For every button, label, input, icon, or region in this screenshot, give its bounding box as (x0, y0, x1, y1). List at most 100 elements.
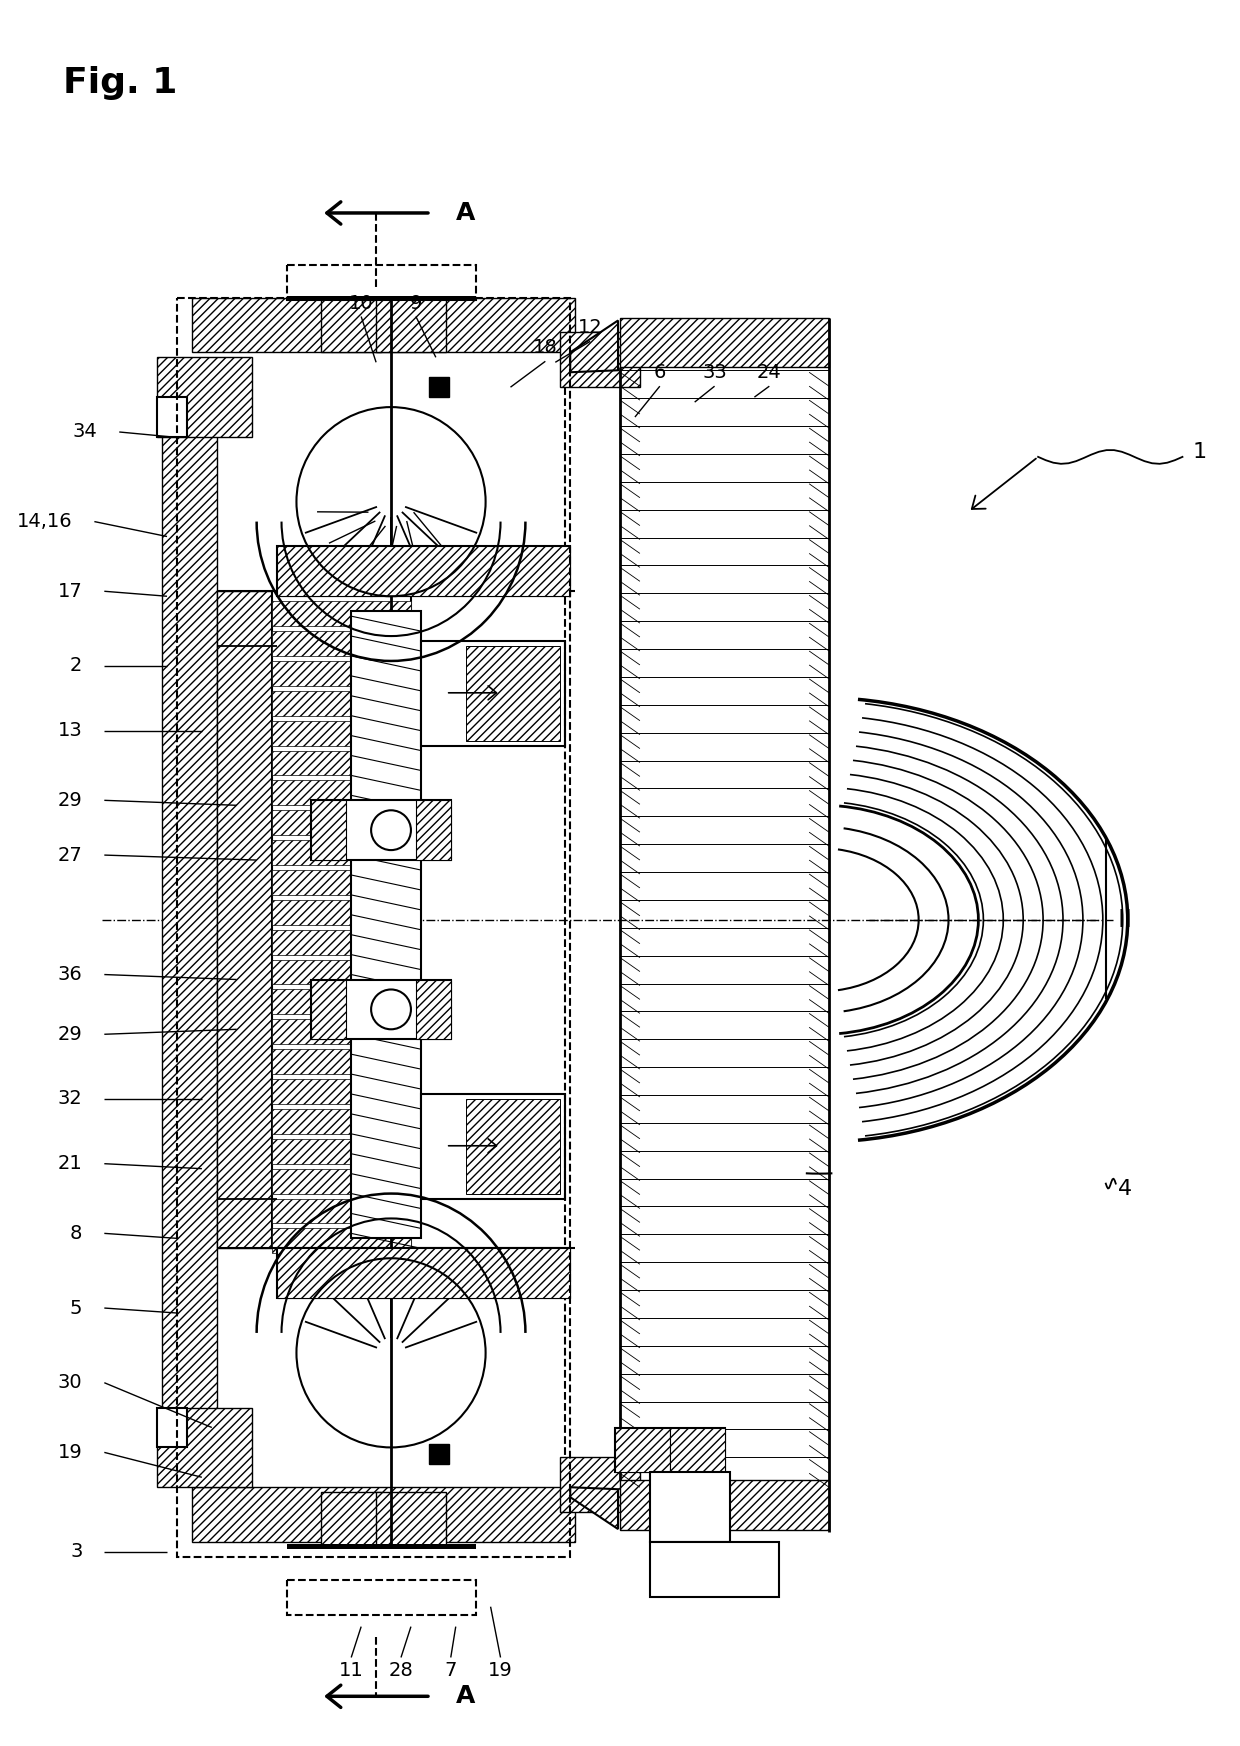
Text: 8: 8 (69, 1224, 82, 1243)
Bar (272, 1138, 410, 1163)
Text: 17: 17 (58, 581, 82, 601)
Bar (162, 417, 217, 1423)
Bar (429, 377, 449, 396)
Bar (286, 265, 476, 300)
Bar (286, 295, 476, 300)
Bar (650, 1472, 729, 1542)
Bar (272, 691, 410, 716)
Bar (420, 1095, 565, 1198)
Bar (272, 899, 410, 925)
Bar (311, 980, 451, 1039)
Bar (272, 1168, 410, 1194)
Bar (272, 1229, 410, 1254)
Text: 4: 4 (1117, 1179, 1132, 1198)
Bar (272, 810, 410, 835)
Bar (277, 546, 570, 595)
Text: 9: 9 (409, 293, 422, 313)
Bar (272, 662, 410, 686)
Bar (192, 297, 575, 353)
Text: 12: 12 (578, 318, 603, 337)
Bar (272, 721, 410, 746)
Bar (272, 592, 410, 1248)
Bar (277, 1248, 570, 1297)
Text: 30: 30 (58, 1372, 82, 1392)
Bar (272, 870, 410, 896)
Bar (157, 358, 252, 436)
Polygon shape (570, 1488, 618, 1529)
Text: 29: 29 (58, 791, 82, 810)
Bar (286, 1580, 476, 1615)
Bar (650, 1542, 779, 1598)
Text: 34: 34 (73, 423, 98, 442)
Bar (311, 800, 346, 861)
Text: A: A (456, 201, 475, 225)
Bar (217, 592, 277, 1248)
Text: II: II (1117, 908, 1133, 932)
Bar (615, 1428, 670, 1472)
Text: 5: 5 (69, 1299, 82, 1318)
Bar (272, 1020, 410, 1044)
Text: 27: 27 (58, 845, 82, 864)
Text: 18: 18 (533, 339, 558, 358)
Bar (466, 646, 560, 740)
Bar (415, 980, 451, 1039)
Text: 2: 2 (69, 656, 82, 676)
Bar (272, 1198, 410, 1224)
Bar (376, 297, 446, 353)
Bar (311, 980, 346, 1039)
Text: Fig. 1: Fig. 1 (62, 66, 177, 100)
Bar (277, 1248, 570, 1297)
Text: 13: 13 (58, 721, 82, 740)
Bar (272, 929, 410, 955)
Text: 21: 21 (58, 1154, 82, 1173)
Bar (351, 611, 420, 1238)
Circle shape (371, 810, 410, 850)
Bar (157, 1407, 187, 1447)
Bar (670, 1428, 724, 1472)
Bar (420, 641, 565, 746)
Text: 32: 32 (58, 1090, 82, 1109)
Text: A: A (456, 1685, 475, 1708)
Bar (286, 1543, 476, 1549)
Bar (321, 1493, 381, 1547)
Bar (429, 1444, 449, 1465)
Bar (272, 630, 410, 656)
Bar (321, 297, 381, 353)
Bar (272, 1109, 410, 1133)
Text: 10: 10 (348, 293, 373, 313)
Bar (272, 990, 410, 1014)
Circle shape (371, 990, 410, 1030)
Text: 11: 11 (339, 1662, 363, 1680)
Text: 19: 19 (489, 1662, 513, 1680)
Text: 29: 29 (58, 1025, 82, 1044)
Text: 19: 19 (58, 1442, 82, 1461)
Polygon shape (570, 321, 618, 372)
Text: 7: 7 (445, 1662, 458, 1680)
Bar (157, 396, 187, 436)
Bar (177, 297, 570, 1557)
Text: 24: 24 (756, 363, 781, 382)
Bar (272, 1079, 410, 1103)
Text: 33: 33 (702, 363, 727, 382)
Bar (272, 840, 410, 864)
Text: 14,16: 14,16 (17, 512, 72, 531)
Bar (272, 1049, 410, 1074)
Bar (272, 780, 410, 805)
Bar (560, 1458, 640, 1512)
Text: 6: 6 (653, 363, 666, 382)
Bar (376, 1493, 446, 1547)
Bar (277, 546, 570, 595)
Text: 36: 36 (58, 966, 82, 985)
Text: 28: 28 (388, 1662, 413, 1680)
Bar (415, 800, 451, 861)
Text: 3: 3 (69, 1542, 82, 1561)
Bar (615, 1428, 724, 1472)
Bar (272, 960, 410, 985)
Bar (157, 1407, 252, 1488)
Bar (560, 332, 640, 388)
Bar (272, 601, 410, 627)
Bar (620, 1481, 830, 1529)
Bar (311, 800, 451, 861)
Bar (620, 318, 830, 367)
Text: 1: 1 (1193, 442, 1207, 463)
